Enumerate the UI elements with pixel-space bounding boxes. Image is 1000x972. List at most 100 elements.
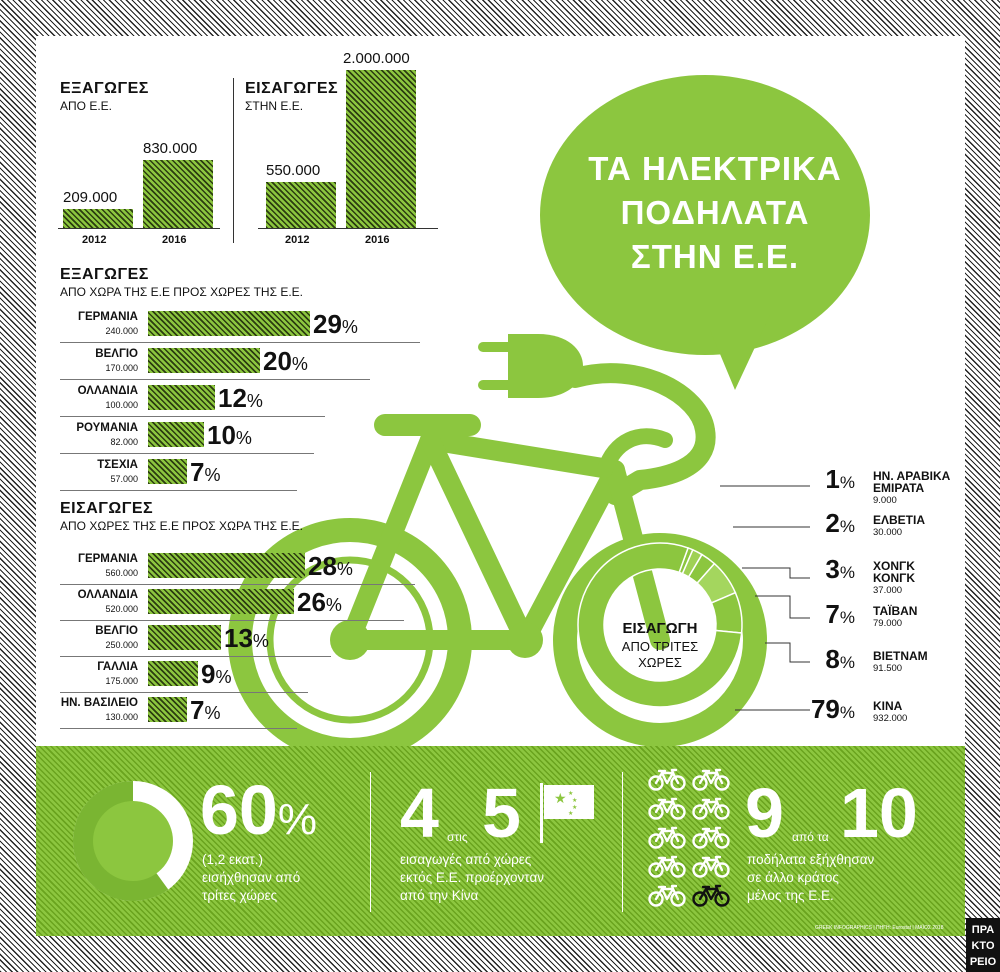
stat2-big-1: 4 (400, 774, 439, 852)
exports-eu-year-2012: 2012 (82, 234, 107, 246)
export-country-percent-value: 12 (218, 383, 247, 413)
import-country-name: ΓΕΡΜΑΝΙΑ (78, 553, 138, 565)
imports-eu-heading: ΕΙΣΑΓΩΓΕΣ (245, 80, 339, 97)
export-country-percent-sign: % (235, 428, 252, 448)
third-country-percent: 8% (795, 644, 855, 675)
stat3-line-2: σε άλλο κράτος (747, 870, 839, 885)
third-country-percent: 7% (795, 599, 855, 630)
export-country-percent-value: 10 (207, 420, 236, 450)
title-line-2: ΠΟΔΗΛΑΤΑ (620, 194, 810, 231)
imports-eu-axis (258, 228, 438, 229)
third-country-percent-sign: % (839, 517, 855, 536)
stat3-big-1: 9 (745, 774, 784, 852)
imports-eu-value-2012: 550.000 (266, 162, 321, 179)
export-country-bar (148, 385, 215, 410)
import-country-value: 130.000 (105, 712, 138, 722)
footer-divider-2 (622, 772, 623, 912)
export-country-percent-sign: % (341, 317, 358, 337)
third-country-value: 37.000 (873, 585, 903, 596)
stat2-line-2: εκτός Ε.Ε. προέρχονταν (400, 870, 545, 885)
import-country-percent-sign: % (325, 595, 342, 615)
import-country-percent-sign: % (252, 631, 269, 651)
export-country-bar (148, 459, 187, 484)
third-country-value: 79.000 (873, 618, 903, 629)
import-country-bar (148, 625, 221, 650)
import-country-row-line (60, 692, 308, 693)
third-country-name-line-2: ΕΜΙΡΑΤΑ (873, 481, 925, 495)
export-country-row-line (60, 490, 297, 491)
export-country-bar (148, 348, 260, 373)
third-country-percent-value: 7 (825, 599, 840, 629)
third-country-name: ΤΑΪΒΑΝ (873, 604, 918, 618)
bicycle-icon-exported (648, 797, 686, 821)
import-country-percent-value: 26 (297, 587, 326, 617)
export-country-percent-value: 29 (313, 309, 342, 339)
imports-eu-bar-2016 (346, 70, 416, 228)
svg-text:★: ★ (572, 804, 577, 811)
third-country-value: 9.000 (873, 495, 897, 506)
third-country-percent-sign: % (839, 473, 855, 492)
export-country-percent: 7% (190, 457, 220, 488)
imports-eu-sub: ΣΤΗΝ Ε.Ε. (245, 99, 304, 113)
bicycle-icon-exported (648, 884, 686, 908)
third-country-percent-sign: % (839, 653, 855, 672)
export-country-row-line (60, 416, 325, 417)
svg-text:★: ★ (554, 791, 567, 807)
title-line-3: ΣΤΗΝ Ε.Ε. (630, 238, 800, 275)
import-country-percent-sign: % (215, 667, 232, 687)
export-country-value: 170.000 (105, 363, 138, 373)
stat1-donut-icon (73, 781, 193, 901)
import-country-percent: 13% (224, 623, 269, 654)
logo-line-1: ΠΡΑ (971, 924, 995, 936)
third-country-percent-value: 1 (825, 464, 840, 494)
exports-eu-axis (58, 228, 220, 229)
third-country-percent: 3% (795, 554, 855, 585)
import-country-name: ΒΕΛΓΙΟ (95, 625, 138, 637)
donut-slice (577, 542, 743, 708)
stat1-percent-sign: % (277, 795, 317, 844)
imports-eu-bar-2012 (266, 182, 336, 228)
export-country-bar (148, 422, 204, 447)
import-country-percent: 7% (190, 695, 220, 726)
china-flag-icon: ★ ★ ★ ★ ★ (540, 783, 594, 843)
bicycle-icon-exported (692, 797, 730, 821)
import-country-value: 560.000 (105, 568, 138, 578)
stat3-line-1: ποδήλατα εξήχθησαν (747, 852, 875, 867)
stat1-donut-hole (93, 801, 173, 881)
export-country-bar (148, 311, 310, 336)
third-country-name: ΗΝ. ΑΡΑΒΙΚΑ (873, 469, 951, 483)
bicycle-icon-exported (692, 826, 730, 850)
import-country-value: 250.000 (105, 640, 138, 650)
import-country-percent-sign: % (336, 559, 353, 579)
stat3-big-2: 10 (840, 774, 918, 852)
stat2-line-3: από την Κίνα (400, 888, 479, 903)
third-country-value: 91.500 (873, 663, 903, 674)
export-country-percent-value: 7 (190, 457, 205, 487)
third-country-value: 932.000 (873, 713, 908, 724)
imports-countries-heading: ΕΙΣΑΓΩΓΕΣ (60, 500, 154, 517)
stat2-line-1: εισαγωγές από χώρες (400, 852, 532, 867)
import-country-value: 520.000 (105, 604, 138, 614)
import-country-bar (148, 589, 294, 614)
divider-vertical (233, 78, 234, 243)
export-country-name: ΟΛΛΑΝΔΙΑ (77, 385, 138, 397)
third-country-percent: 79% (795, 694, 855, 725)
stat1-number: 60 (200, 771, 278, 849)
imports-eu-value-2016: 2.000.000 (343, 50, 410, 67)
exports-eu-year-2016: 2016 (162, 234, 187, 246)
stat3-small: από τα (792, 830, 829, 844)
exports-countries-heading: ΕΞΑΓΩΓΕΣ (60, 266, 149, 283)
imports-countries-sub: ΑΠΟ ΧΩΡΕΣ ΤΗΣ Ε.Ε ΠΡΟΣ ΧΩΡΑ ΤΗΣ Ε.Ε. (60, 519, 304, 533)
exports-eu-sub: ΑΠΟ Ε.Ε. (60, 99, 113, 113)
exports-eu-bar-2016 (143, 160, 213, 228)
third-country-percent-value: 3 (825, 554, 840, 584)
export-country-name: ΡΟΥΜΑΝΙΑ (76, 422, 138, 434)
svg-text:★: ★ (572, 797, 577, 804)
title-line-1: ΤΑ ΗΛΕΚΤΡΙΚΑ (588, 150, 842, 187)
publisher-logo: ΠΡΑ ΚΤΟ ΡΕΙΟ (966, 918, 1000, 972)
import-country-name: ΟΛΛΑΝΔΙΑ (77, 589, 138, 601)
export-country-percent-sign: % (204, 465, 221, 485)
third-country-percent-value: 79 (810, 694, 840, 724)
export-country-value: 240.000 (105, 326, 138, 336)
